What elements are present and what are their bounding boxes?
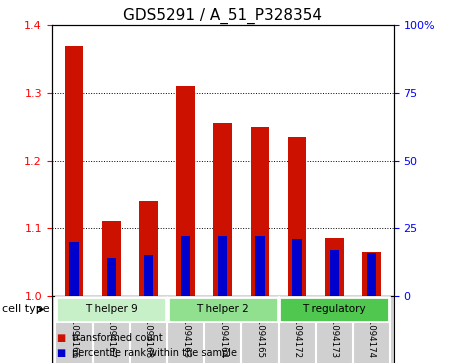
Bar — [176, 86, 195, 296]
Text: T helper 2: T helper 2 — [196, 305, 249, 314]
Bar — [56, 297, 166, 322]
Bar — [168, 297, 278, 322]
Bar — [65, 46, 83, 296]
Bar — [251, 127, 269, 296]
Text: GSM1094163: GSM1094163 — [181, 300, 190, 358]
Bar — [329, 250, 339, 296]
Bar — [288, 137, 306, 296]
Text: GSM1094164: GSM1094164 — [218, 300, 227, 358]
Bar — [144, 255, 153, 296]
Bar — [139, 201, 158, 296]
Bar — [367, 253, 376, 296]
Bar — [69, 242, 79, 296]
Bar — [218, 236, 227, 296]
Text: cell type: cell type — [2, 305, 50, 314]
Text: T helper 9: T helper 9 — [85, 305, 138, 314]
Text: GSM1094173: GSM1094173 — [330, 300, 339, 358]
Text: T regulatory: T regulatory — [302, 305, 366, 314]
Text: GSM1094167: GSM1094167 — [107, 300, 116, 358]
Text: GSM1094172: GSM1094172 — [292, 300, 302, 358]
Bar — [362, 252, 381, 296]
Text: GSM1094165: GSM1094165 — [256, 300, 265, 358]
Text: transformed count: transformed count — [72, 333, 163, 343]
Title: GDS5291 / A_51_P328354: GDS5291 / A_51_P328354 — [123, 8, 322, 24]
Text: GSM1094168: GSM1094168 — [144, 300, 153, 358]
Text: GSM1094166: GSM1094166 — [70, 300, 79, 358]
Text: ■: ■ — [56, 333, 66, 343]
Bar — [279, 297, 389, 322]
Bar — [292, 239, 302, 296]
Bar — [102, 221, 121, 296]
Text: percentile rank within the sample: percentile rank within the sample — [72, 348, 237, 358]
Bar — [325, 238, 343, 296]
Bar — [255, 236, 265, 296]
Bar — [181, 236, 190, 296]
Bar — [107, 258, 116, 296]
Text: GSM1094174: GSM1094174 — [367, 300, 376, 358]
Bar — [213, 123, 232, 296]
Text: ■: ■ — [56, 348, 66, 358]
